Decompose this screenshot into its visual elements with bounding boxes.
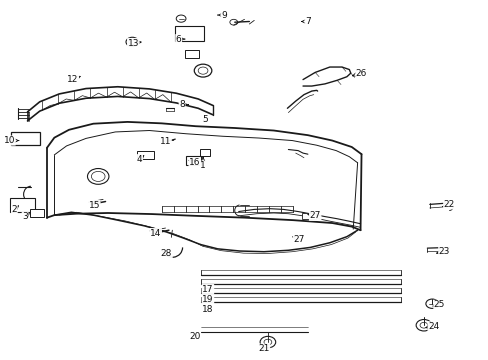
Text: 20: 20 <box>189 332 200 341</box>
Text: 26: 26 <box>352 69 366 78</box>
Text: 5: 5 <box>202 114 208 123</box>
Text: 23: 23 <box>436 247 449 256</box>
Text: 6: 6 <box>176 35 184 44</box>
Bar <box>184 50 198 58</box>
Text: 2: 2 <box>12 205 19 214</box>
Text: 27: 27 <box>292 235 304 244</box>
Text: 18: 18 <box>202 305 213 314</box>
Text: 19: 19 <box>202 295 213 304</box>
Text: 13: 13 <box>127 39 141 48</box>
Bar <box>302 213 315 220</box>
Bar <box>10 198 35 212</box>
Bar <box>185 156 200 165</box>
Text: 25: 25 <box>432 300 444 309</box>
Text: 1: 1 <box>200 158 205 170</box>
Text: 4: 4 <box>137 155 143 164</box>
Text: 14: 14 <box>150 229 161 238</box>
Text: 27: 27 <box>307 211 320 220</box>
Text: 7: 7 <box>301 17 310 26</box>
Text: 11: 11 <box>160 138 171 147</box>
Bar <box>30 210 43 217</box>
Text: 21: 21 <box>258 344 269 353</box>
Text: 9: 9 <box>217 10 226 19</box>
Bar <box>199 149 210 156</box>
Text: 28: 28 <box>161 249 172 258</box>
Bar <box>175 26 203 41</box>
Bar <box>137 151 154 159</box>
Text: 16: 16 <box>188 158 200 167</box>
Text: 15: 15 <box>88 201 101 210</box>
Bar <box>11 132 40 145</box>
Text: 17: 17 <box>202 284 213 293</box>
Text: 22: 22 <box>442 200 454 209</box>
Text: 24: 24 <box>425 322 438 331</box>
Text: 3: 3 <box>22 212 29 221</box>
Text: 8: 8 <box>179 100 188 109</box>
Text: 10: 10 <box>4 136 19 145</box>
Text: 12: 12 <box>67 75 80 84</box>
